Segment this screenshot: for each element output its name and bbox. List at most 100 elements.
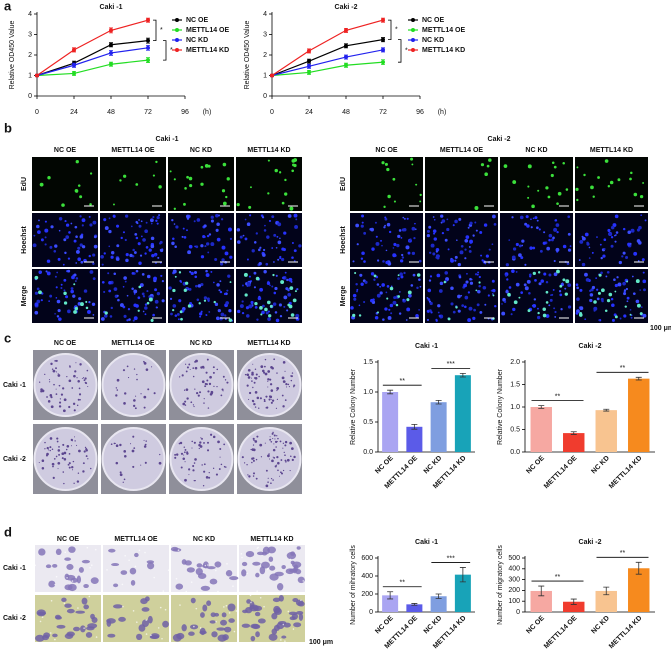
nucleus — [386, 285, 390, 288]
nucleus — [436, 273, 441, 278]
nucleus — [379, 291, 383, 295]
nucleus — [154, 299, 159, 304]
nucleus — [64, 220, 67, 223]
nucleus — [488, 248, 491, 251]
cell — [296, 546, 301, 550]
edu-cell — [556, 269, 560, 274]
pore — [228, 612, 231, 614]
x-tick-label: 24 — [70, 109, 78, 116]
cell — [255, 572, 260, 578]
nucleus — [208, 233, 212, 236]
bar — [430, 596, 447, 612]
cell — [67, 583, 77, 592]
colony — [280, 471, 282, 474]
cell — [112, 604, 123, 609]
nucleus — [399, 272, 403, 276]
legend-marker — [175, 28, 179, 32]
nucleus — [246, 314, 250, 318]
column-label: NC OE — [54, 147, 77, 154]
nucleus — [439, 281, 444, 286]
edu-cell — [384, 162, 388, 166]
significance: * — [160, 27, 163, 34]
nucleus — [130, 225, 133, 228]
nucleus — [91, 302, 96, 306]
colony — [46, 396, 48, 398]
y-tick-label: 1.5 — [510, 381, 520, 388]
edu-cell — [407, 290, 412, 295]
colony — [212, 435, 216, 439]
edu-cell — [183, 202, 186, 206]
colony — [195, 359, 198, 363]
cell — [138, 624, 146, 632]
nucleus — [221, 245, 226, 250]
colony — [199, 441, 202, 444]
nucleus — [160, 274, 163, 278]
colony — [282, 469, 285, 472]
nucleus — [219, 290, 223, 294]
edu-cell — [527, 196, 530, 199]
bar — [530, 407, 552, 452]
error-bar — [570, 431, 577, 435]
cell — [269, 565, 276, 571]
nucleus — [115, 257, 120, 261]
nucleus — [512, 247, 517, 251]
colony — [40, 390, 43, 393]
nucleus — [110, 255, 114, 259]
marker — [109, 50, 113, 55]
nucleus — [593, 306, 598, 311]
colony — [217, 440, 220, 444]
edu-cell — [63, 291, 67, 296]
colony — [248, 475, 251, 478]
nucleus — [75, 249, 80, 254]
edu-cell — [225, 195, 228, 199]
colony — [186, 452, 189, 455]
colony — [278, 475, 281, 477]
colony — [143, 439, 145, 441]
nucleus — [549, 298, 553, 302]
edu-cell — [576, 198, 579, 202]
nucleus — [174, 314, 178, 317]
colony — [51, 368, 54, 371]
colony — [203, 442, 205, 444]
colony — [290, 375, 293, 378]
nucleus — [199, 312, 203, 316]
nucleus — [205, 242, 210, 246]
cell — [210, 612, 216, 618]
pore — [175, 577, 178, 580]
nucleus — [446, 218, 449, 221]
colony — [190, 401, 193, 404]
cell — [290, 560, 295, 565]
colony — [192, 367, 195, 369]
nucleus — [600, 271, 603, 275]
nucleus — [491, 243, 494, 246]
nucleus — [477, 271, 480, 274]
nucleus — [458, 217, 462, 221]
colony — [116, 378, 120, 382]
cell — [66, 563, 74, 570]
cell — [37, 611, 47, 616]
nucleus — [484, 303, 487, 306]
colony — [216, 368, 219, 371]
edu-cell — [606, 298, 611, 303]
nucleus — [419, 285, 422, 288]
pore — [94, 548, 97, 551]
edu-cell — [564, 292, 568, 296]
column-label: METTL14 KD — [247, 147, 290, 154]
pore — [207, 564, 209, 566]
nucleus — [151, 253, 155, 258]
pore — [49, 632, 52, 634]
nucleus — [552, 236, 555, 240]
nucleus — [74, 225, 78, 229]
nucleus — [548, 273, 552, 277]
edu-cell — [556, 202, 559, 206]
colony — [253, 439, 255, 442]
nucleus — [296, 288, 299, 291]
cell — [285, 568, 295, 575]
image-bg — [168, 213, 234, 267]
colony — [73, 482, 75, 484]
column-label: METTL14 OE — [440, 147, 484, 154]
colony — [263, 400, 266, 403]
nucleus — [386, 222, 391, 227]
nucleus — [474, 273, 478, 276]
nucleus — [49, 294, 53, 298]
